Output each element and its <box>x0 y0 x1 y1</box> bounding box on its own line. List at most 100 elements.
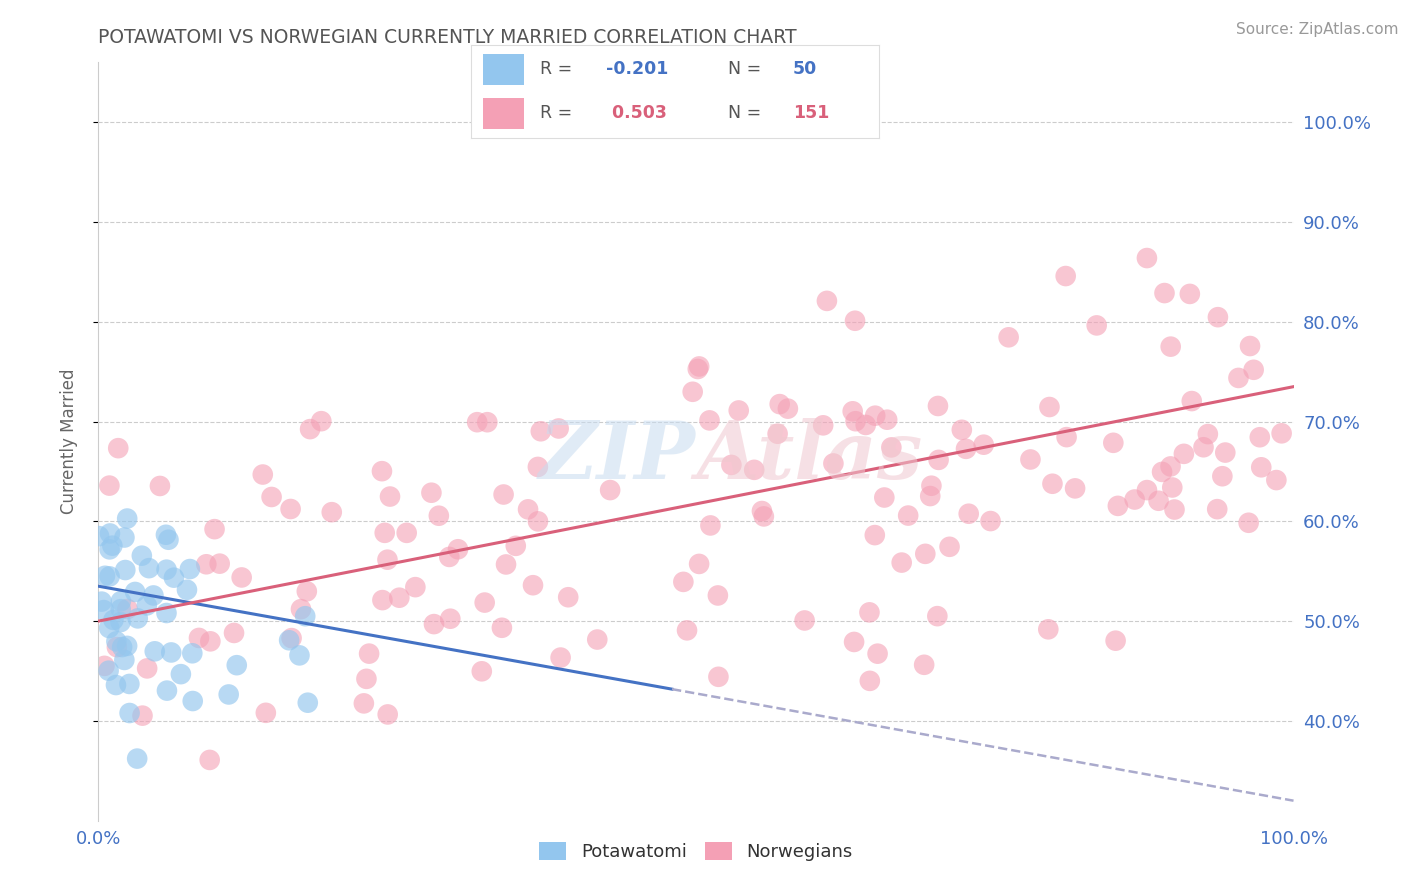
Point <box>90 594 112 608</box>
Point <box>104 678 127 692</box>
Point <box>1147 493 1170 508</box>
Point <box>105 640 128 654</box>
Point <box>98 526 121 541</box>
Point <box>118 706 141 720</box>
Point <box>93 603 115 617</box>
Point <box>439 549 461 564</box>
Point <box>1239 339 1261 353</box>
Point <box>873 491 896 505</box>
Point <box>586 632 609 647</box>
Point <box>766 426 789 441</box>
Point <box>127 751 149 765</box>
Point <box>94 568 117 582</box>
Point <box>204 522 226 536</box>
Point <box>914 547 936 561</box>
Point <box>751 504 773 518</box>
Point <box>1160 340 1182 354</box>
Point <box>491 621 513 635</box>
Point <box>188 631 211 645</box>
Point <box>254 706 277 720</box>
Point <box>1181 394 1204 409</box>
Text: 151: 151 <box>793 104 830 122</box>
Point <box>252 467 274 482</box>
Point <box>1038 623 1060 637</box>
Legend: Potawatomi, Norwegians: Potawatomi, Norwegians <box>531 835 860 869</box>
Point <box>811 418 834 433</box>
Point <box>179 562 201 576</box>
Point <box>295 584 318 599</box>
Point <box>557 591 579 605</box>
Point <box>155 563 177 577</box>
Point <box>388 591 411 605</box>
Point <box>859 673 882 688</box>
Point <box>195 558 218 572</box>
Point <box>131 549 153 563</box>
Point <box>321 505 343 519</box>
Point <box>1163 502 1185 516</box>
Point <box>112 653 135 667</box>
Point <box>127 611 149 625</box>
Point <box>297 696 319 710</box>
Point <box>181 646 204 660</box>
Point <box>815 293 838 308</box>
Point <box>863 528 886 542</box>
Y-axis label: Currently Married: Currently Married <box>59 368 77 515</box>
Point <box>176 582 198 597</box>
Point <box>371 464 394 478</box>
Point <box>156 683 179 698</box>
Point <box>1153 286 1175 301</box>
Point <box>973 438 995 452</box>
Point <box>793 614 815 628</box>
Point <box>447 542 470 557</box>
Point <box>699 413 721 427</box>
Point <box>98 478 121 492</box>
Point <box>1161 481 1184 495</box>
Point <box>1107 499 1129 513</box>
Point <box>225 658 247 673</box>
Point <box>890 556 912 570</box>
Point <box>1054 268 1077 283</box>
Point <box>138 561 160 575</box>
Point <box>920 479 942 493</box>
Point <box>527 514 550 528</box>
Point <box>124 585 146 599</box>
Point <box>218 688 240 702</box>
Point <box>98 569 121 583</box>
Point <box>752 509 775 524</box>
Point <box>1178 286 1201 301</box>
Point <box>707 670 730 684</box>
Point <box>160 645 183 659</box>
Point <box>157 533 180 547</box>
Point <box>465 415 488 429</box>
Point <box>155 528 177 542</box>
Point <box>290 602 312 616</box>
Point <box>359 647 381 661</box>
Point <box>928 453 950 467</box>
Point <box>863 409 886 423</box>
Point <box>682 384 704 399</box>
Point <box>727 403 749 417</box>
Point <box>87 529 110 543</box>
Point <box>769 397 792 411</box>
Point <box>530 424 553 438</box>
Point <box>474 596 496 610</box>
Point <box>423 617 446 632</box>
Text: Source: ZipAtlas.com: Source: ZipAtlas.com <box>1236 22 1399 37</box>
Point <box>105 634 128 648</box>
Point <box>1206 502 1229 516</box>
Point <box>377 707 399 722</box>
Text: 50: 50 <box>793 61 817 78</box>
Point <box>1243 363 1265 377</box>
Point <box>527 459 550 474</box>
Point <box>439 612 461 626</box>
Point <box>876 413 898 427</box>
Point <box>1042 476 1064 491</box>
Point <box>143 644 166 658</box>
Point <box>181 694 204 708</box>
Text: R =: R = <box>540 104 578 122</box>
Point <box>505 539 527 553</box>
Point <box>163 571 186 585</box>
Point <box>136 661 159 675</box>
Point <box>477 415 499 429</box>
Point <box>131 708 153 723</box>
